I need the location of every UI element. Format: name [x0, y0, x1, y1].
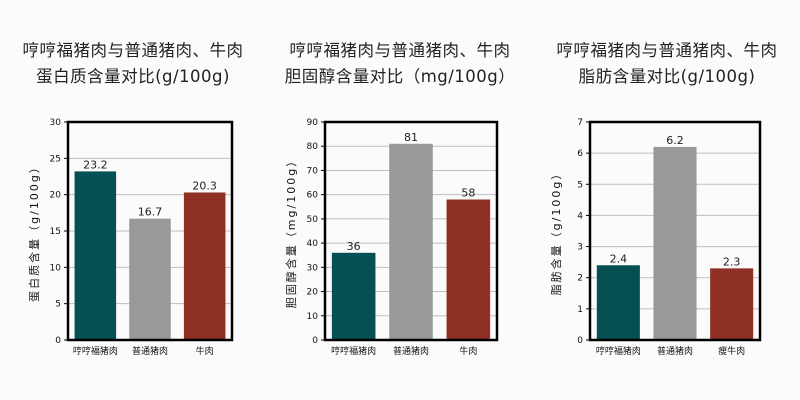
category-label: 瘦牛肉	[718, 345, 745, 357]
y-axis-label: 蛋白质含量（g/100g）	[27, 160, 41, 302]
chart-svg: 0 5 10 15 20 25 30 23.2 哼哼福猪肉 16.7 普通猪肉 20.3 牛肉 蛋白质含量…	[27, 118, 234, 357]
data-label: 58	[461, 187, 475, 200]
chart-panel-cholesterol: 哼哼福猪肉与普通猪肉、牛肉 胆固醇含量对比（mg/100g） 0 10 20 30 40…	[267, 0, 533, 400]
bar	[129, 218, 171, 340]
category-label: 牛肉	[459, 345, 477, 357]
data-label: 2.4	[610, 252, 628, 265]
plot-frame	[66, 120, 234, 342]
y-tick-label: 0	[55, 336, 61, 346]
data-label: 36	[347, 240, 361, 253]
data-label: 16.7	[138, 206, 163, 219]
y-tick-label: 3	[577, 243, 583, 253]
y-tick-label: 6	[577, 149, 583, 159]
category-label: 哼哼福猪肉	[596, 345, 641, 357]
bar	[653, 146, 697, 340]
y-tick-label: 90	[307, 118, 319, 128]
bar	[389, 143, 433, 340]
bar	[710, 268, 754, 340]
category-label: 哼哼福猪肉	[331, 345, 376, 357]
y-tick-label: 80	[307, 142, 319, 152]
y-tick-label: 7	[577, 118, 583, 128]
y-tick-label: 1	[577, 305, 583, 315]
y-tick-label: 5	[55, 300, 61, 310]
category-label: 普通猪肉	[657, 345, 693, 357]
y-tick-label: 4	[577, 211, 583, 221]
y-tick-label: 25	[50, 154, 61, 164]
bar	[446, 199, 491, 340]
y-tick-label: 2	[577, 274, 583, 284]
y-tick-label: 30	[307, 263, 319, 273]
y-tick-label: 40	[307, 239, 319, 249]
data-label: 81	[404, 131, 418, 144]
chart-svg: 0 10 20 30 40 50 60 70 80 90 36 哼哼福猪肉 81 普通猪肉 58 牛肉 胆固醇含…	[284, 118, 499, 357]
y-tick-label: 70	[307, 166, 319, 176]
y-tick-label: 10	[50, 263, 62, 273]
bar	[74, 171, 117, 340]
category-label: 牛肉	[196, 345, 214, 357]
category-label: 哼哼福猪肉	[73, 345, 118, 357]
y-tick-label: 20	[307, 288, 319, 298]
y-tick-label: 0	[577, 336, 583, 346]
y-tick-label: 60	[307, 191, 319, 201]
y-axis-label: 胆固醇含量（mg/100g）	[284, 154, 298, 308]
chart-title: 哼哼福猪肉与普通猪肉、牛肉 脂肪含量对比(g/100g)	[556, 41, 778, 86]
chart-panel-fat: 哼哼福猪肉与普通猪肉、牛肉 脂肪含量对比(g/100g) 0 1 2 3 4 5 6 7 2.4…	[534, 0, 800, 400]
plot-frame	[323, 120, 499, 342]
data-label: 2.3	[723, 255, 741, 268]
data-label: 23.2	[83, 158, 108, 171]
chart-title: 哼哼福猪肉与普通猪肉、牛肉 蛋白质含量对比(g/100g)	[22, 41, 244, 86]
bar	[596, 265, 640, 340]
chart-title: 哼哼福猪肉与普通猪肉、牛肉 胆固醇含量对比（mg/100g）	[284, 41, 516, 86]
y-tick-label: 50	[307, 215, 319, 225]
data-label: 6.2	[666, 134, 684, 147]
y-tick-label: 5	[577, 180, 583, 190]
y-axis-label: 脂肪含量（g/100g）	[549, 167, 563, 296]
y-tick-label: 10	[307, 312, 319, 322]
data-label: 20.3	[192, 179, 217, 192]
y-tick-label: 0	[312, 336, 318, 346]
y-tick-label: 30	[50, 118, 62, 128]
chart-panel-protein: 哼哼福猪肉与普通猪肉、牛肉 蛋白质含量对比(g/100g) 0 5 10 15 20 25…	[0, 0, 266, 400]
y-tick-label: 20	[50, 191, 62, 201]
category-label: 普通猪肉	[393, 345, 429, 357]
bar	[183, 192, 226, 340]
category-label: 普通猪肉	[132, 345, 168, 357]
bar	[331, 252, 376, 340]
chart-svg: 0 1 2 3 4 5 6 7 2.4 哼哼福猪肉 6.2 普通猪肉 2.3 瘦牛肉 脂肪含量（g/100g…	[549, 118, 762, 357]
plot-frame	[588, 120, 762, 342]
y-tick-label: 15	[50, 227, 61, 237]
